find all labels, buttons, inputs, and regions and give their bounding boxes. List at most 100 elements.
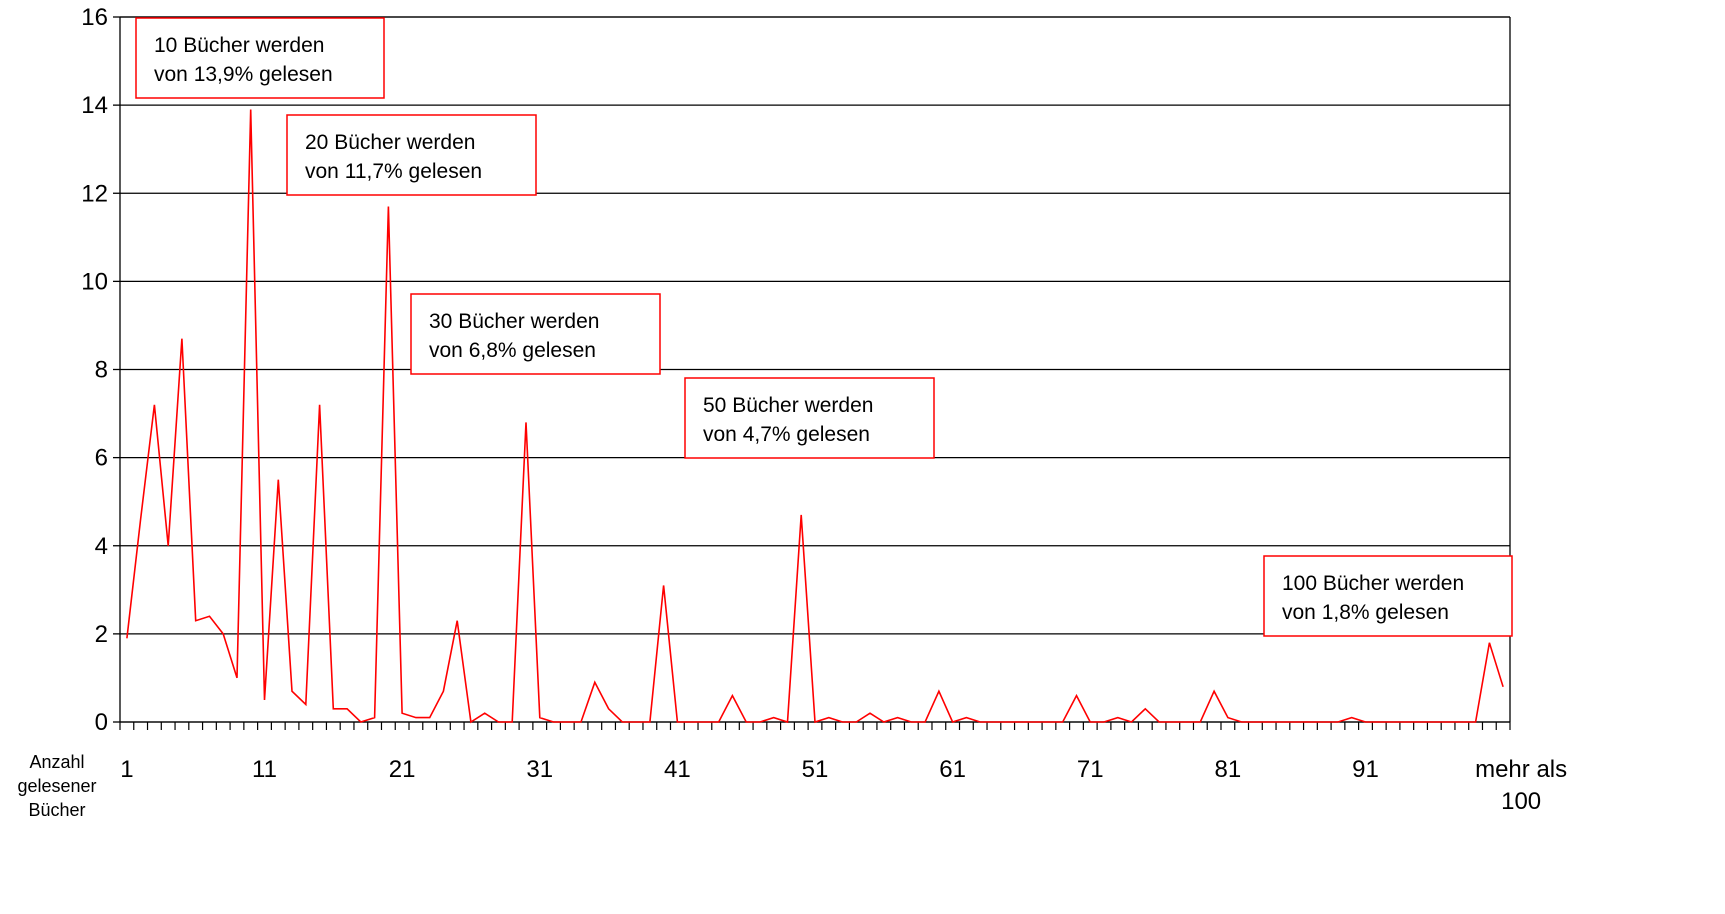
data-point <box>938 690 940 692</box>
x-tick-label: 71 <box>1077 756 1104 783</box>
x-tick-label: 21 <box>389 756 416 783</box>
data-point <box>428 716 430 718</box>
data-point <box>456 619 458 621</box>
annotation-text: 100 Bücher werden <box>1282 572 1464 595</box>
data-point <box>1337 721 1339 723</box>
data-point <box>250 108 252 110</box>
data-point <box>869 712 871 714</box>
annotation-box: 100 Bücher werden von 1,8% gelesen <box>1263 555 1513 637</box>
data-point <box>883 721 885 723</box>
data-point <box>139 518 141 520</box>
data-point <box>126 637 128 639</box>
data-point <box>1488 641 1490 643</box>
data-point <box>525 421 527 423</box>
annotation-text: von 1,8% gelesen <box>1282 601 1449 624</box>
annotation-text: 20 Bücher werden <box>305 131 475 154</box>
data-point <box>1227 716 1229 718</box>
data-point <box>841 721 843 723</box>
data-point <box>511 721 513 723</box>
data-point <box>1103 721 1105 723</box>
x-axis-title-line: Bücher <box>28 800 85 820</box>
x-tick-label: 1 <box>120 756 133 783</box>
data-point <box>924 721 926 723</box>
data-point <box>773 716 775 718</box>
annotation-box: 20 Bücher werden von 11,7% gelesen <box>286 114 537 196</box>
data-point <box>442 690 444 692</box>
x-tick-label: 91 <box>1352 756 1379 783</box>
y-tick-label: 2 <box>95 621 108 648</box>
series-polyline <box>126 109 1504 724</box>
x-axis-title-line: gelesener <box>17 776 96 796</box>
data-point <box>539 716 541 718</box>
data-point <box>1240 721 1242 723</box>
data-point <box>401 712 403 714</box>
data-point <box>1062 721 1064 723</box>
y-tick-label: 12 <box>81 180 108 207</box>
x-tick-label: 51 <box>802 756 829 783</box>
data-point <box>387 205 389 207</box>
annotation-text: von 6,8% gelesen <box>429 339 596 362</box>
annotation-border <box>286 114 537 196</box>
data-point <box>484 712 486 714</box>
data-point <box>910 721 912 723</box>
y-tick-label: 14 <box>81 92 108 119</box>
data-point <box>181 337 183 339</box>
data-point <box>786 721 788 723</box>
data-point <box>1392 721 1394 723</box>
data-point <box>1295 721 1297 723</box>
x-tick-label-last: mehr als <box>1475 756 1567 783</box>
data-point <box>470 721 472 723</box>
annotation-text: von 11,7% gelesen <box>305 160 482 183</box>
data-point <box>415 716 417 718</box>
data-point <box>965 716 967 718</box>
data-point <box>291 690 293 692</box>
data-point <box>1144 708 1146 710</box>
data-point <box>649 721 651 723</box>
data-point <box>1447 721 1449 723</box>
data-point <box>951 721 953 723</box>
data-point <box>236 677 238 679</box>
data-point <box>731 694 733 696</box>
annotation-box: 50 Bücher werden von 4,7% gelesen <box>684 377 935 459</box>
data-point <box>1254 721 1256 723</box>
x-tick-label: 61 <box>939 756 966 783</box>
data-point <box>552 721 554 723</box>
data-point <box>1089 721 1091 723</box>
data-point <box>263 699 265 701</box>
y-axis: 0 2 4 6 8 10 12 14 16 <box>81 4 121 736</box>
data-point <box>1502 686 1504 688</box>
y-tick-label: 8 <box>95 357 108 384</box>
data-point <box>621 721 623 723</box>
data-point <box>1020 721 1022 723</box>
data-point <box>993 721 995 723</box>
data-point <box>1461 721 1463 723</box>
data-point <box>1185 721 1187 723</box>
y-tick-label: 4 <box>95 533 108 560</box>
annotation-border <box>684 377 935 459</box>
data-point <box>662 584 664 586</box>
data-point <box>717 721 719 723</box>
data-point <box>704 721 706 723</box>
annotation-text: von 13,9% gelesen <box>154 63 333 86</box>
data-point <box>800 514 802 516</box>
data-point <box>277 478 279 480</box>
data-point <box>759 721 761 723</box>
annotation-border <box>135 17 385 99</box>
data-point <box>690 721 692 723</box>
data-point <box>979 721 981 723</box>
data-point <box>1172 721 1174 723</box>
data-point <box>1213 690 1215 692</box>
data-point <box>1199 721 1201 723</box>
data-point <box>208 615 210 617</box>
annotation-box: 10 Bücher werden von 13,9% gelesen <box>135 17 385 99</box>
x-axis-title: Anzahl gelesener Bücher <box>17 752 96 820</box>
data-point <box>346 708 348 710</box>
data-point <box>896 716 898 718</box>
annotations: 10 Bücher werden von 13,9% gelesen 20 Büch… <box>135 17 1513 637</box>
annotation-text: von 4,7% gelesen <box>703 423 870 446</box>
data-point <box>676 721 678 723</box>
y-tick-label: 10 <box>81 268 108 295</box>
data-point <box>745 721 747 723</box>
